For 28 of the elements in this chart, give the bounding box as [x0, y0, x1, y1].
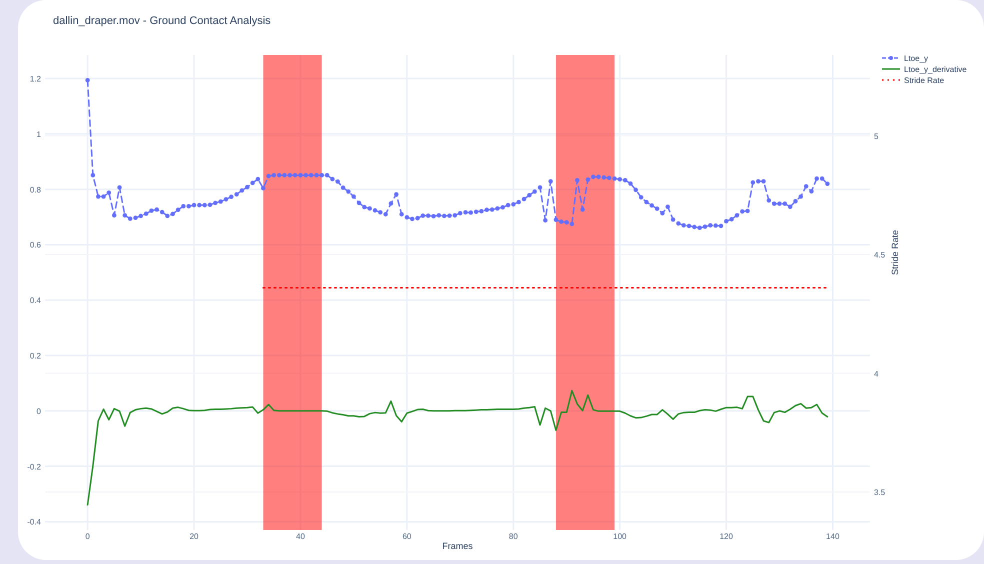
y-tick-label: 0.8 [30, 185, 42, 194]
legend-label: Ltoe_y_derivative [904, 65, 968, 74]
line-series [86, 390, 828, 506]
y-tick-label: 0.2 [30, 352, 42, 361]
x-tick-label: 20 [190, 532, 200, 541]
x-tick-label: 100 [613, 532, 628, 541]
legend-label: Stride Rate [904, 76, 945, 85]
y-tick-label: 0.6 [30, 240, 42, 250]
y2-axis-title: Stride Rate [890, 230, 900, 276]
x-tick-label: 140 [826, 532, 840, 541]
y-tick-label: 1.2 [30, 74, 42, 84]
y2-tick-label: 5 [874, 132, 879, 141]
x-axis-title: Frames [442, 541, 474, 551]
x-tick-label: 0 [85, 532, 90, 541]
y2-tick-label: 4.5 [874, 250, 886, 260]
x-tick-label: 60 [402, 532, 412, 541]
y2-tick-label: 3.5 [874, 488, 886, 497]
x-tick-label: 40 [296, 532, 306, 541]
x-tick-label: 120 [720, 532, 734, 541]
x-tick-label: 80 [508, 532, 518, 541]
y2-tick-label: 4 [874, 369, 879, 378]
y-tick-label: -0.2 [27, 462, 42, 472]
y-tick-label: 0 [36, 406, 42, 416]
y-tick-label: 0.4 [30, 296, 42, 306]
chart-title: dallin_draper.mov - Ground Contact Analysis [53, 15, 272, 27]
y-tick-label: 1 [36, 130, 42, 139]
legend-label: Ltoe_y [904, 54, 928, 63]
y-tick-label: -0.4 [27, 518, 42, 527]
